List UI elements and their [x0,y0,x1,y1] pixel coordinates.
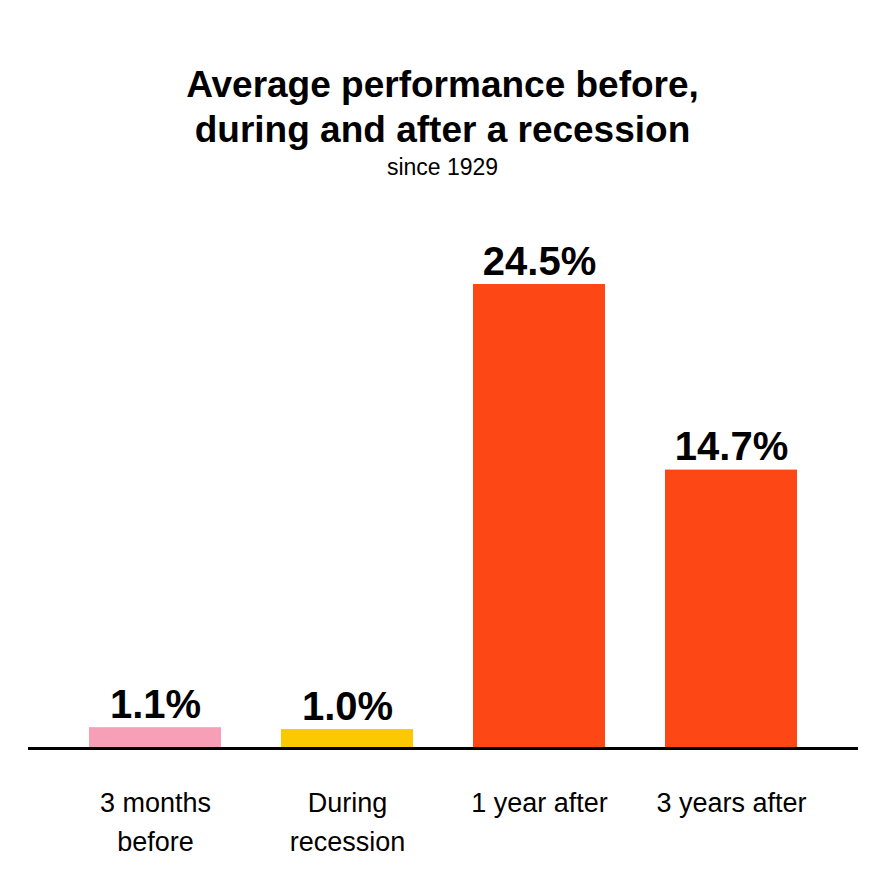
svg-text:24.5%: 24.5% [483,239,596,283]
svg-text:3 years after: 3 years after [656,788,806,818]
svg-text:1.1%: 1.1% [110,682,201,726]
html-text:since 1929: since 1929 [386,154,499,180]
svg-text:3 monthsbefore: 3 monthsbefore [100,788,211,857]
svg-text:Duringrecession: Duringrecession [290,788,406,857]
svg-text:1 year after: 1 year after [471,788,608,818]
svg-text:14.7%: 14.7% [675,424,788,468]
svg-text:1.0%: 1.0% [302,684,393,728]
html-text:Average performance before, du: Average performance before, during and a… [186,64,699,150]
